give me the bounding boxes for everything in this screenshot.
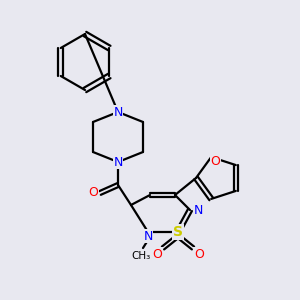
Text: O: O: [152, 248, 162, 260]
Text: N: N: [143, 230, 153, 242]
Text: N: N: [193, 203, 203, 217]
Text: S: S: [173, 225, 183, 239]
Text: O: O: [88, 187, 98, 200]
Text: N: N: [113, 106, 123, 118]
Text: O: O: [210, 154, 220, 168]
Text: O: O: [194, 248, 204, 260]
Text: N: N: [113, 155, 123, 169]
Text: CH₃: CH₃: [131, 251, 151, 261]
